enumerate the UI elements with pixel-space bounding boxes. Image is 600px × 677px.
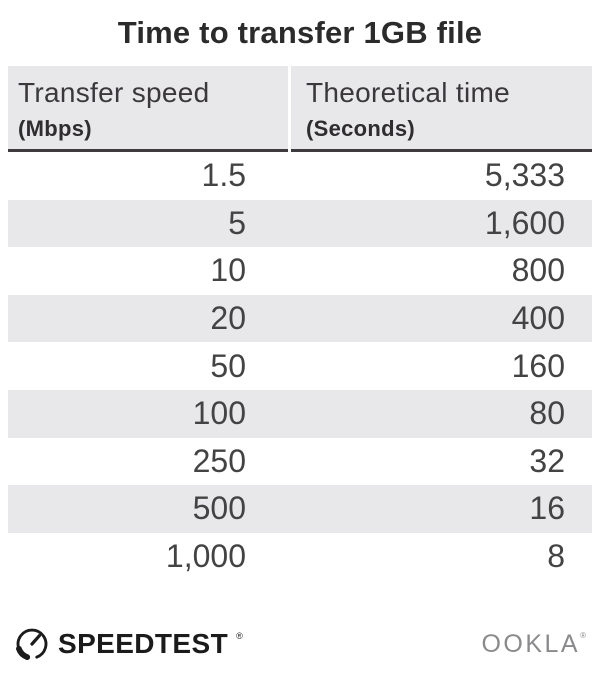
time-cell: 1,600 <box>484 204 565 241</box>
table-body: 1.5 5,333 5 1,600 10 800 20 400 50 160 1… <box>8 152 592 580</box>
table-row: 250 32 <box>8 438 592 486</box>
speed-cell: 50 <box>210 347 246 384</box>
table-row: 5 1,600 <box>8 199 592 248</box>
time-cell: 800 <box>511 252 565 289</box>
header-theoretical-time-unit: (Seconds) <box>306 116 416 141</box>
speedtest-gauge-icon <box>16 628 48 661</box>
footer: SPEEDTEST ® OOKLA ® <box>14 626 586 662</box>
speed-cell: 10 <box>210 252 246 289</box>
time-cell: 5,333 <box>484 157 565 194</box>
table-row: 20 400 <box>8 294 592 343</box>
time-cell: 16 <box>529 490 565 527</box>
table-row: 500 16 <box>8 485 592 533</box>
speedtest-logo: SPEEDTEST ® <box>14 626 243 662</box>
header-transfer-speed: Transfer speed (Mbps) <box>8 66 288 152</box>
time-cell: 32 <box>529 442 565 479</box>
speedtest-wordmark: SPEEDTEST <box>58 628 229 660</box>
table-row: 1,000 8 <box>8 533 592 581</box>
time-cell: 8 <box>547 538 565 575</box>
table-row: 100 80 <box>8 389 592 438</box>
page-title: Time to transfer 1GB file <box>117 15 483 50</box>
transfer-time-table: Transfer speed (Mbps) Theoretical time (… <box>8 66 592 580</box>
time-cell: 80 <box>529 395 565 432</box>
speed-cell: 1.5 <box>201 157 246 194</box>
table-header: Transfer speed (Mbps) Theoretical time (… <box>8 66 592 152</box>
speed-cell: 500 <box>192 490 246 527</box>
time-cell: 160 <box>511 347 565 384</box>
header-theoretical-time: Theoretical time (Seconds) <box>291 66 592 152</box>
speed-cell: 1,000 <box>165 538 246 575</box>
speed-cell: 100 <box>192 395 246 432</box>
speed-cell: 250 <box>192 442 246 479</box>
ookla-logo: OOKLA ® <box>481 629 586 659</box>
header-transfer-speed-unit: (Mbps) <box>18 116 92 141</box>
table-row: 50 160 <box>8 342 592 390</box>
speed-cell: 20 <box>210 300 246 337</box>
header-theoretical-time-label: Theoretical time <box>306 77 510 108</box>
speed-cell: 5 <box>228 204 246 241</box>
speedtest-trademark: ® <box>236 631 243 642</box>
ookla-trademark: ® <box>580 631 586 641</box>
table-row: 10 800 <box>8 247 592 295</box>
header-transfer-speed-label: Transfer speed <box>18 77 210 108</box>
ookla-wordmark: OOKLA <box>481 630 581 659</box>
time-cell: 400 <box>511 300 565 337</box>
table-row: 1.5 5,333 <box>8 152 592 200</box>
infographic: Time to transfer 1GB file Transfer speed… <box>8 15 592 662</box>
